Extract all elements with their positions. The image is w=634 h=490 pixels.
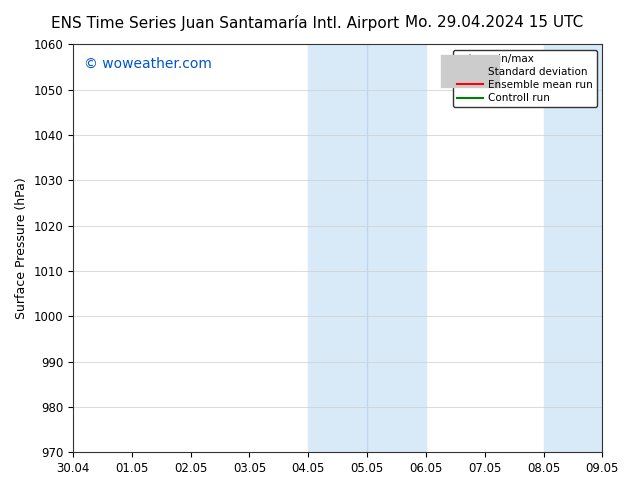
Text: © woweather.com: © woweather.com	[84, 57, 212, 71]
Bar	[308, 45, 426, 452]
Text: ENS Time Series Juan Santamaría Intl. Airport: ENS Time Series Juan Santamaría Intl. Ai…	[51, 15, 399, 31]
Y-axis label: Surface Pressure (hPa): Surface Pressure (hPa)	[15, 177, 28, 319]
Bar	[543, 45, 634, 452]
Legend: min/max, Standard deviation, Ensemble mean run, Controll run: min/max, Standard deviation, Ensemble me…	[453, 49, 597, 107]
Text: Mo. 29.04.2024 15 UTC: Mo. 29.04.2024 15 UTC	[405, 15, 583, 30]
